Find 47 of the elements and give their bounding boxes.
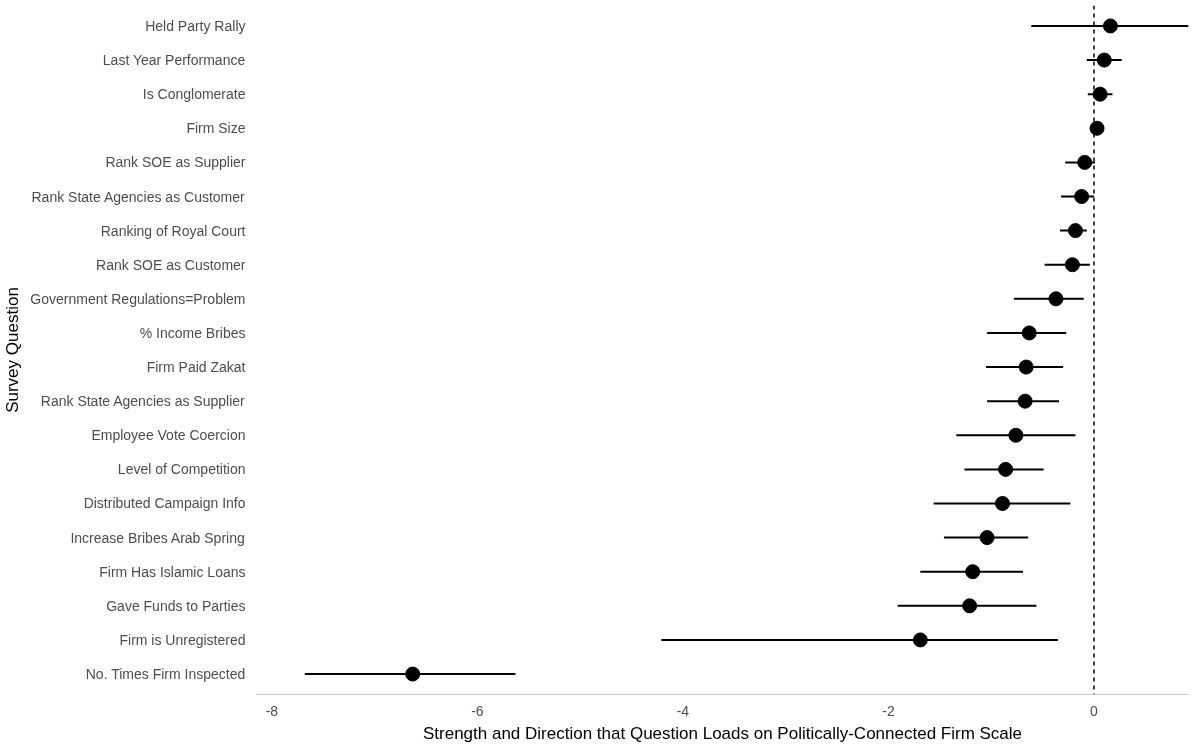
y-tick-label: Firm Size <box>186 120 246 137</box>
x-tick-label: -6 <box>471 702 484 719</box>
point <box>1096 52 1112 68</box>
x-tick-label: -4 <box>676 702 690 719</box>
y-tick-label: Increase Bribes Arab Spring <box>70 529 245 546</box>
y-tick-label: Gave Funds to Parties <box>106 597 246 614</box>
point <box>1064 257 1080 273</box>
point <box>1021 325 1037 341</box>
point <box>1048 291 1064 307</box>
point <box>1067 223 1083 239</box>
x-tick-label: -2 <box>882 702 895 719</box>
y-tick-label: Rank SOE as Customer <box>96 256 246 273</box>
y-tick-label: No. Times Firm Inspected <box>85 666 246 683</box>
y-tick-label: Firm Has Islamic Loans <box>99 563 246 580</box>
point <box>1074 189 1090 204</box>
point <box>912 632 928 648</box>
y-tick-label: Rank State Agencies as Customer <box>31 188 246 205</box>
point <box>962 598 978 614</box>
point <box>1092 86 1108 102</box>
y-tick-label: Government Regulations=Problem <box>30 290 246 307</box>
y-tick-label: Firm is Unregistered <box>119 631 246 648</box>
point <box>1102 18 1118 34</box>
y-tick-label: Firm Paid Zakat <box>146 359 246 376</box>
x-axis-title: Strength and Direction that Question Loads on Politically-Connected Firm Scale <box>422 723 1023 743</box>
point <box>1017 393 1033 409</box>
point <box>965 564 981 580</box>
point <box>1089 120 1105 136</box>
y-tick-label: Is Conglomerate <box>142 86 246 103</box>
y-tick-label: Rank State Agencies as Supplier <box>40 393 246 410</box>
y-tick-label: Level of Competition <box>117 461 246 478</box>
point <box>979 530 995 546</box>
y-tick-label: Rank SOE as Supplier <box>105 154 246 171</box>
point <box>1018 359 1034 375</box>
y-tick-label: Held Party Rally <box>145 17 246 34</box>
point <box>998 461 1014 477</box>
point <box>1077 154 1093 170</box>
point <box>1008 427 1024 443</box>
y-tick-label: Last Year Performance <box>102 52 246 69</box>
y-axis-title: Survey Question <box>3 287 23 413</box>
y-tick-label: Employee Vote Coercion <box>91 427 246 444</box>
x-tick-label: -8 <box>265 702 279 719</box>
y-tick-label: % Income Bribes <box>139 324 246 341</box>
point <box>995 496 1011 511</box>
x-tick-label: 0 <box>1090 702 1099 719</box>
y-tick-label: Distributed Campaign Info <box>83 495 246 512</box>
y-tick-label: Ranking of Royal Court <box>100 222 246 239</box>
point <box>405 666 421 682</box>
